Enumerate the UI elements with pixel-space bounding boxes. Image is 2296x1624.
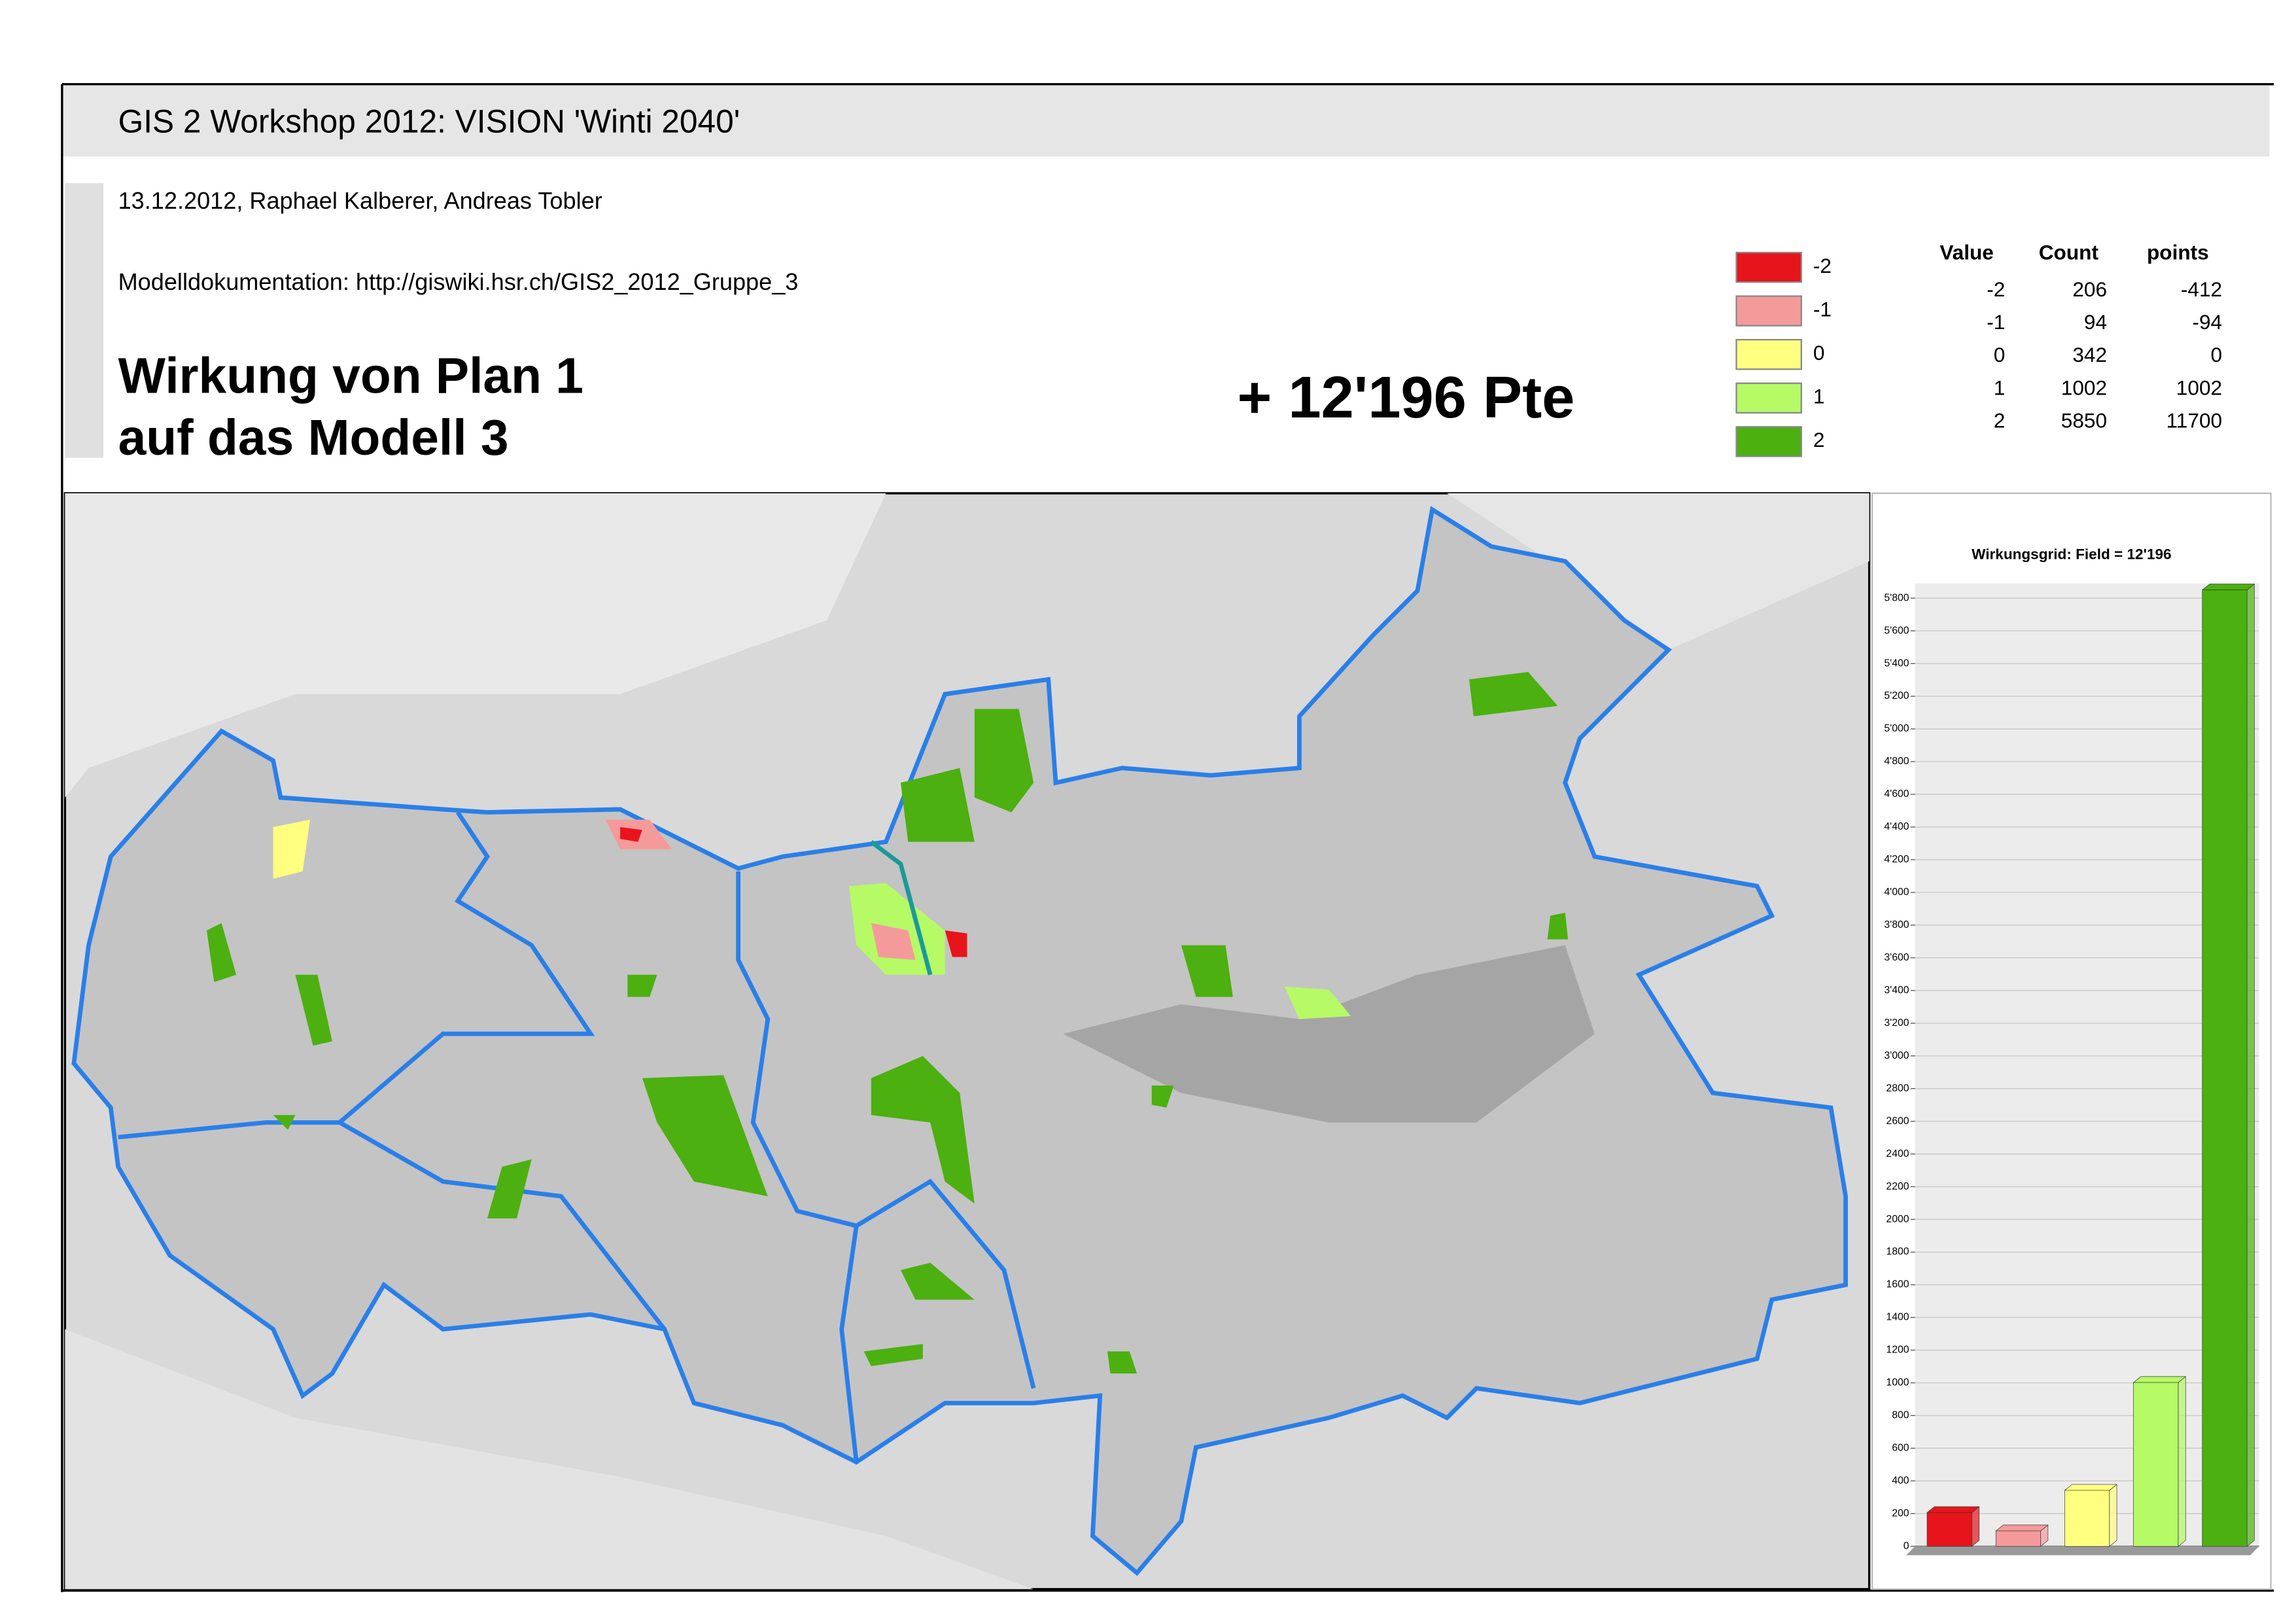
bar-top (1995, 1525, 2049, 1532)
bar (1995, 1530, 2041, 1547)
table-cell: 206 (2072, 277, 2107, 301)
y-tick-label: 1600 (1886, 1279, 1909, 1290)
y-tick-label: 3'000 (1884, 1050, 1909, 1061)
boundary (71, 506, 1848, 1576)
meta: 13.12.2012, Raphael Kalberer, Andreas To… (118, 187, 602, 214)
terrain (65, 493, 886, 798)
bar-top (1926, 1506, 1980, 1513)
legend-label: -1 (1813, 297, 1832, 321)
y-tick-label: 2400 (1886, 1148, 1909, 1159)
bar-top (2064, 1484, 2118, 1491)
y-tick-label: 4'200 (1884, 854, 1909, 865)
doc-link: Modelldokumentation: http://giswiki.hsr.… (118, 268, 799, 295)
table-cell: 94 (2084, 310, 2107, 334)
y-tick-label: 2800 (1886, 1083, 1909, 1094)
legend-swatch (1735, 426, 1802, 457)
patch (273, 819, 311, 879)
patch (620, 827, 642, 842)
bar-side (2246, 583, 2255, 1547)
legend-label: 0 (1813, 341, 1825, 364)
total: + 12'196 Pte (1238, 364, 1575, 431)
table-cell: -1 (1987, 310, 2005, 334)
table-cell: 1002 (2061, 376, 2107, 399)
bar-top (2132, 1376, 2187, 1383)
table-header: points (2147, 241, 2209, 264)
bar (1926, 1512, 1972, 1547)
y-tick-label: 2000 (1886, 1214, 1909, 1225)
table-cell: -2 (1987, 277, 2005, 301)
patch (1284, 986, 1351, 1019)
urban (1063, 945, 1595, 1123)
y-tick-label: 5'600 (1884, 625, 1909, 636)
patch (871, 923, 916, 961)
terrain (65, 1329, 1034, 1589)
table-header: Value (1939, 241, 1994, 264)
river (869, 839, 933, 976)
table-cell: 0 (2211, 343, 2223, 366)
y-tick-label: 4'800 (1884, 756, 1909, 767)
table-cell: 342 (2072, 343, 2107, 366)
y-tick-label: 200 (1892, 1508, 1909, 1519)
y-tick-label: 5'400 (1884, 658, 1909, 669)
table-cell: -412 (2181, 277, 2222, 301)
y-tick-label: 4'400 (1884, 821, 1909, 832)
y-tick-label: 3'800 (1884, 919, 1909, 930)
table-cell: -94 (2192, 310, 2222, 334)
bar-side (1972, 1506, 1980, 1547)
table-cell: 2 (1994, 408, 2006, 432)
legend-label: 1 (1813, 385, 1825, 408)
side-bar (65, 183, 104, 458)
plot-area (1915, 583, 2259, 1547)
y-tick-label: 1400 (1886, 1312, 1909, 1323)
patches (207, 672, 1569, 1374)
y-tick-label: 5'000 (1884, 723, 1909, 734)
bar-side (2109, 1484, 2117, 1547)
y-tick-label: 2200 (1886, 1181, 1909, 1192)
map (63, 492, 1871, 1591)
bar (2064, 1490, 2110, 1547)
table-cell: 1002 (2176, 376, 2222, 399)
y-tick-label: 4'000 (1884, 887, 1909, 898)
heading: Wirkung von Plan 1 (118, 348, 583, 404)
chart-title: Wirkungsgrid: Field = 12'196 (1972, 546, 2171, 563)
table-cell: 11700 (2166, 408, 2223, 432)
y-tick-label: 1000 (1886, 1377, 1909, 1388)
y-tick-label: 400 (1892, 1475, 1909, 1487)
y-tick-label: 5'800 (1884, 592, 1909, 603)
y-tick-label: 800 (1892, 1410, 1909, 1421)
legend-label: -2 (1813, 254, 1832, 277)
bar-side (2178, 1376, 2186, 1547)
header-bar (61, 85, 2270, 157)
legend-swatch (1735, 295, 1802, 327)
y-tick-label: 3'400 (1884, 985, 1909, 996)
terrain (1447, 493, 1870, 650)
table-header: Count (2039, 241, 2099, 264)
y-tick-label: 2600 (1886, 1116, 1909, 1127)
y-tick-label: 600 (1892, 1443, 1909, 1454)
boundary (118, 811, 1036, 1462)
legend-swatch (1735, 382, 1802, 414)
y-tick-label: 1200 (1886, 1345, 1909, 1356)
floor-3d (1906, 1546, 2259, 1555)
y-tick-label: 3'600 (1884, 952, 1909, 963)
y-tick-label: 4'600 (1884, 788, 1909, 800)
bar-top (2201, 584, 2255, 591)
y-tick-label: 3'200 (1884, 1017, 1909, 1029)
legend-swatch (1735, 339, 1802, 370)
patch (945, 930, 967, 957)
title: GIS 2 Workshop 2012: VISION 'Winti 2040' (118, 103, 740, 140)
table-cell: 1 (1994, 376, 2006, 399)
legend-label: 2 (1813, 428, 1825, 451)
heading: auf das Modell 3 (118, 410, 509, 466)
table-cell: 5850 (2061, 408, 2107, 432)
y-tick-label: 1800 (1886, 1246, 1909, 1258)
legend-swatch (1735, 251, 1802, 283)
y-tick-label: 0 (1904, 1540, 1909, 1551)
bar (2202, 590, 2248, 1547)
table-cell: 0 (1994, 343, 2006, 366)
bar (2133, 1382, 2179, 1547)
y-tick-label: 5'200 (1884, 690, 1909, 701)
